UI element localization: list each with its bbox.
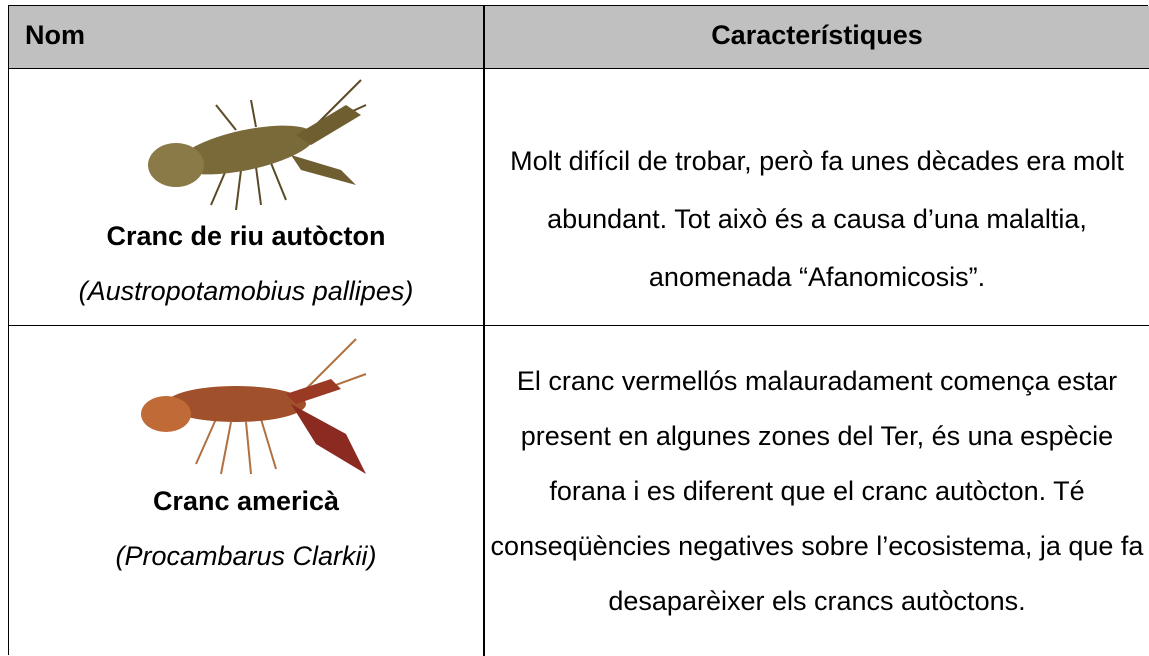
column-divider bbox=[483, 6, 485, 656]
table: Nom Característiques Cranc de riu autòct… bbox=[8, 5, 1149, 656]
common-name: Cranc de riu autòcton bbox=[106, 221, 386, 251]
table-row: Cranc de riu autòcton (Austropotamobius … bbox=[9, 69, 1149, 326]
scientific-name: (Procambarus Clarkii) bbox=[115, 541, 377, 571]
header-row: Nom Característiques bbox=[9, 6, 1149, 69]
common-name: Cranc americà bbox=[152, 486, 340, 516]
header-cell: Nom bbox=[25, 20, 85, 50]
crayfish-image bbox=[148, 79, 367, 211]
description: El cranc vermellós malauradament comença… bbox=[490, 365, 1144, 616]
header-cell: Característiques bbox=[711, 20, 923, 50]
table-row: Cranc americà (Procambarus Clarkii) El c… bbox=[9, 326, 1149, 656]
description: Molt difícil de trobar, però fa unes dèc… bbox=[510, 146, 1124, 292]
crayfish-image bbox=[141, 338, 367, 475]
name-cell: Cranc americà (Procambarus Clarkii) bbox=[9, 334, 483, 572]
scientific-name: (Austropotamobius pallipes) bbox=[78, 276, 414, 306]
name-cell: Cranc de riu autòcton (Austropotamobius … bbox=[9, 75, 483, 307]
